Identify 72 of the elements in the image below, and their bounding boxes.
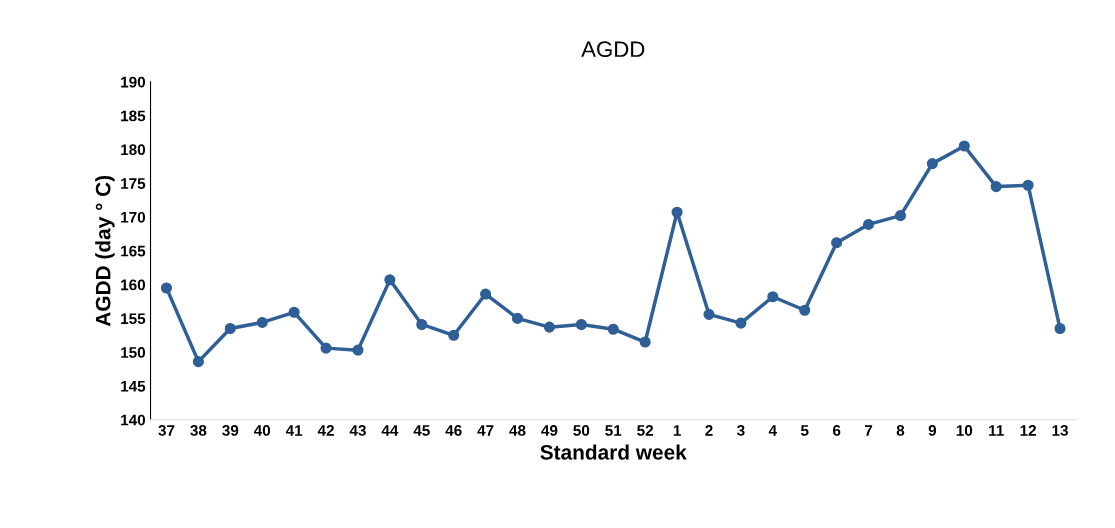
x-tick-label: 12 — [1020, 425, 1036, 436]
x-tick-label: 45 — [413, 425, 430, 436]
x-tick-label: 46 — [445, 425, 462, 436]
x-tick-label: 1 — [673, 425, 681, 436]
y-tick-label: 180 — [121, 144, 146, 156]
x-tick-label: 48 — [509, 425, 526, 436]
point — [990, 181, 1002, 193]
x-tick-label: 49 — [541, 425, 558, 436]
point — [480, 288, 492, 300]
x-tick-label: 50 — [573, 425, 590, 436]
point — [224, 322, 236, 335]
y-tick-label: 140 — [121, 414, 146, 426]
x-axis-title: Standard week — [540, 444, 687, 460]
point — [511, 312, 524, 324]
x-tick-label: 41 — [285, 425, 303, 436]
y-tick-label: 150 — [121, 347, 146, 358]
point — [703, 308, 715, 320]
point — [862, 218, 875, 230]
point — [799, 304, 811, 316]
y-axis-title: AGDD (day ° C) — [95, 175, 115, 327]
y-tick-label: 160 — [121, 279, 146, 291]
point — [288, 306, 300, 318]
x-tick-label: 38 — [190, 425, 207, 436]
x-tick-label: 9 — [928, 425, 937, 436]
point — [735, 317, 747, 329]
point — [894, 210, 907, 222]
x-tick-label: 43 — [349, 425, 366, 436]
point — [256, 316, 268, 328]
x-tick-label: 4 — [768, 425, 777, 436]
x-tick-label: 2 — [705, 425, 713, 436]
x-tick-label: 3 — [737, 425, 745, 436]
y-tick-label: 185 — [121, 110, 146, 122]
point — [926, 158, 938, 170]
y-tick-label: 145 — [121, 380, 146, 392]
point — [607, 323, 619, 335]
point — [448, 329, 460, 341]
point — [543, 321, 555, 333]
x-tick-label: 7 — [864, 425, 873, 436]
point — [352, 344, 364, 356]
x-tick-label: 44 — [381, 425, 399, 436]
y-tick-label: 155 — [121, 313, 146, 325]
y-tick-label: 190 — [121, 76, 146, 88]
point — [671, 206, 683, 218]
point — [767, 291, 779, 303]
x-tick-label: 13 — [1052, 425, 1068, 436]
point — [320, 342, 332, 354]
point — [831, 237, 843, 249]
chart-title: AGDD — [581, 41, 645, 58]
x-tick-label: 40 — [253, 425, 271, 436]
y-tick-label: 170 — [121, 211, 146, 223]
x-tick-label: 39 — [222, 425, 239, 436]
y-tick-label: 165 — [121, 245, 146, 257]
x-tick-label: 6 — [832, 425, 841, 436]
x-tick-label: 52 — [637, 425, 654, 436]
point — [1054, 322, 1066, 335]
point — [192, 356, 204, 368]
x-tick-label: 11 — [989, 425, 1004, 436]
point — [384, 274, 396, 286]
x-tick-label: 47 — [477, 425, 494, 436]
point — [958, 140, 970, 152]
point — [639, 336, 651, 348]
point — [1022, 179, 1034, 191]
point — [416, 318, 428, 331]
point — [575, 318, 587, 331]
x-tick-label: 5 — [800, 425, 809, 436]
x-tick-label: 10 — [956, 425, 973, 436]
x-tick-label: 42 — [317, 425, 334, 436]
x-tick-label: 51 — [605, 425, 622, 436]
x-tick-label: 37 — [158, 425, 175, 436]
y-tick-label: 175 — [121, 178, 146, 189]
x-tick-label: 8 — [896, 425, 905, 436]
point — [160, 282, 173, 294]
